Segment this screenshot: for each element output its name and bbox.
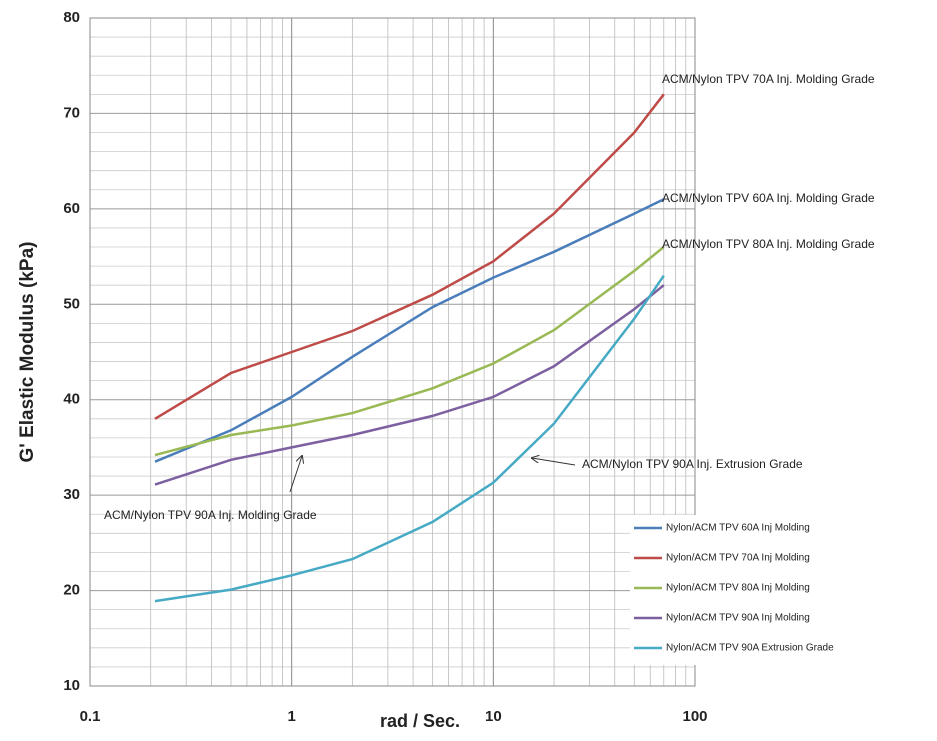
legend-label: Nylon/ACM TPV 70A Inj Molding — [666, 553, 810, 564]
y-tick-label: 10 — [63, 677, 80, 694]
annotation: ACM/Nylon TPV 70A Inj. Molding Grade — [662, 72, 875, 86]
series-line — [154, 93, 665, 420]
annotation: ACM/Nylon TPV 90A Inj. Extrusion Grade — [582, 457, 803, 471]
grid — [89, 17, 696, 687]
x-tick-label: 100 — [682, 708, 707, 725]
x-axis-label: rad / Sec. — [380, 711, 460, 731]
legend-label: Nylon/ACM TPV 90A Extrusion Grade — [666, 643, 834, 654]
legend-label: Nylon/ACM TPV 60A Inj Molding — [666, 523, 810, 534]
plot-frame — [89, 17, 696, 687]
x-tick-label: 1 — [287, 708, 295, 725]
y-tick-label: 80 — [63, 9, 80, 26]
series-line — [154, 246, 665, 457]
y-tick-label: 30 — [63, 486, 80, 503]
y-tick-label: 40 — [63, 391, 80, 408]
x-tick-label: 0.1 — [80, 708, 101, 725]
y-tick-label: 60 — [63, 200, 80, 217]
y-axis-label: G' Elastic Modulus (kPa) — [17, 242, 38, 463]
y-tick-label: 70 — [63, 104, 80, 121]
legend: Nylon/ACM TPV 60A Inj Molding Nylon/ACM T… — [630, 515, 892, 665]
arrow — [532, 458, 576, 466]
y-tick-label: 50 — [63, 295, 80, 312]
arrow — [289, 456, 302, 493]
annotation: ACM/Nylon TPV 60A Inj. Molding Grade — [662, 191, 875, 205]
x-tick-label: 10 — [485, 708, 502, 725]
y-tick-label: 20 — [63, 582, 80, 599]
annotations: ACM/Nylon TPV 70A Inj. Molding Grade ACM/… — [104, 72, 875, 522]
lines — [154, 93, 665, 603]
series-line — [154, 284, 665, 486]
legend-label: Nylon/ACM TPV 90A Inj Molding — [666, 613, 810, 624]
legend-box — [630, 515, 892, 665]
annotation: ACM/Nylon TPV 90A Inj. Molding Grade — [104, 508, 317, 522]
series-line — [154, 274, 665, 603]
series-line — [154, 198, 665, 463]
annotation: ACM/Nylon TPV 80A Inj. Molding Grade — [662, 237, 875, 251]
legend-label: Nylon/ACM TPV 80A Inj Molding — [666, 583, 810, 594]
